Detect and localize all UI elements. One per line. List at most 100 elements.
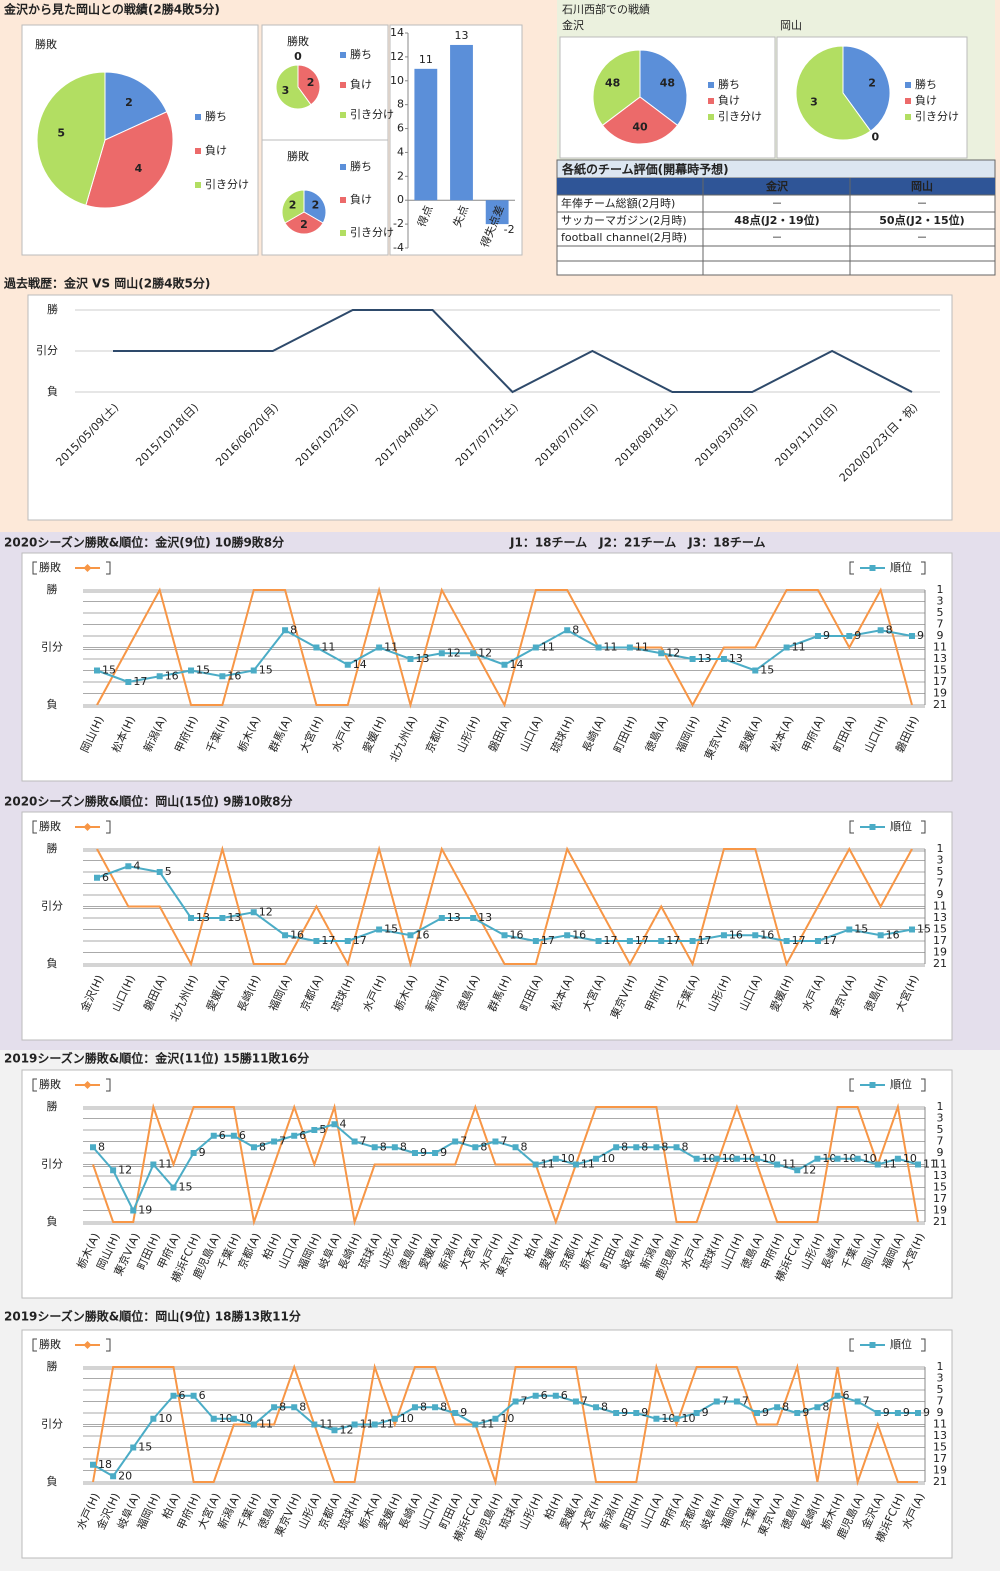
data-point <box>271 1404 278 1411</box>
data-point <box>613 1410 620 1416</box>
data-label: 9 <box>802 1406 809 1419</box>
data-label: 5 <box>319 1123 326 1136</box>
data-label: 6 <box>199 1389 206 1402</box>
data-label: 17 <box>133 675 147 688</box>
data-label: 15 <box>854 923 868 936</box>
y2-tick-label: 19 <box>933 1204 947 1217</box>
data-point <box>783 644 790 651</box>
data-point <box>501 932 508 939</box>
section-title: 金沢から見た岡山との戦績(2勝4敗5分) <box>3 2 220 17</box>
data-label: 12 <box>478 646 492 659</box>
data-label: 9 <box>460 1406 467 1419</box>
data-label: 15 <box>138 1441 152 1454</box>
y2-tick-label: 15 <box>933 1441 947 1454</box>
data-label: 6 <box>561 1389 568 1402</box>
data-label: 11 <box>923 1158 937 1171</box>
y2-tick-label: 19 <box>933 1464 947 1477</box>
slice-label: 0 <box>872 130 880 143</box>
y-tick-label: 勝 <box>47 582 58 596</box>
pie-slice <box>297 64 321 106</box>
slice-label: 0 <box>294 50 302 63</box>
y-tick-label: 勝 <box>47 302 58 316</box>
legend-label: 引き分け <box>350 225 394 239</box>
legend-label: 負け <box>350 78 372 91</box>
data-label: 7 <box>360 1135 367 1148</box>
y2-tick-label: 9 <box>937 1406 944 1419</box>
data-label: 8 <box>682 1140 689 1153</box>
slice-label: 48 <box>605 76 620 89</box>
data-point <box>110 1167 117 1174</box>
data-line <box>92 1103 919 1226</box>
data-point <box>733 1398 740 1405</box>
data-label: 8 <box>299 1400 306 1413</box>
data-point <box>572 1398 579 1405</box>
legend-bracket <box>32 561 37 575</box>
legend-bracket <box>849 561 854 575</box>
data-point <box>595 938 602 944</box>
pie-slice <box>592 49 641 127</box>
data-label: 17 <box>541 934 555 947</box>
data-label: 15 <box>178 1181 192 1194</box>
data-point <box>720 656 727 662</box>
data-label: 10 <box>903 1152 917 1165</box>
data-point <box>492 1415 499 1422</box>
slice-label: 40 <box>632 121 648 134</box>
bar <box>485 200 509 225</box>
data-point <box>250 1144 257 1151</box>
legend-bracket <box>32 1078 37 1092</box>
data-point <box>391 1415 398 1422</box>
data-label: 5 <box>165 865 172 878</box>
legend-label: 勝ち <box>205 109 227 123</box>
legend-label: 勝敗 <box>39 1077 61 1091</box>
y-tick-label: 負 <box>47 957 58 970</box>
data-label: 7 <box>581 1395 588 1408</box>
legend-bracket <box>921 1078 926 1092</box>
data-label: 4 <box>339 1117 346 1130</box>
data-point <box>658 650 665 657</box>
data-point <box>689 938 696 944</box>
data-point <box>894 1410 901 1416</box>
data-point <box>311 1127 318 1133</box>
y2-tick-label: 3 <box>937 854 944 867</box>
legend-label: 負け <box>718 94 740 107</box>
data-label: 13 <box>447 911 461 924</box>
y-tick-label: 勝 <box>47 1359 58 1373</box>
data-point <box>311 1421 318 1428</box>
bar <box>450 44 473 201</box>
data-label: 7 <box>521 1395 528 1408</box>
data-point <box>593 1404 600 1411</box>
table-header-bg <box>557 178 995 195</box>
data-point <box>313 938 320 944</box>
y2-tick-label: 21 <box>933 957 947 970</box>
table-cell: football channel(2月時) <box>561 231 687 244</box>
data-label: 14 <box>353 658 367 671</box>
legend-label: 勝ち <box>915 77 937 91</box>
table-header: 金沢 <box>765 179 789 193</box>
y2-tick-label: 9 <box>937 629 944 642</box>
y2-tick-label: 17 <box>933 934 947 947</box>
y-tick-label: 8 <box>397 98 404 111</box>
y2-tick-label: 3 <box>937 1112 944 1125</box>
data-point <box>331 1121 338 1128</box>
data-label: 12 <box>666 646 680 659</box>
data-label: 10 <box>601 1152 615 1165</box>
data-label: 11 <box>883 1158 897 1171</box>
data-label: 8 <box>480 1140 487 1153</box>
data-point <box>512 1144 519 1151</box>
annotation: J1：18チーム J2：21チーム J3：18チーム <box>509 536 765 550</box>
y2-tick-label: 11 <box>933 1158 947 1171</box>
y2-tick-label: 3 <box>937 595 944 608</box>
slice-label: 2 <box>868 77 876 90</box>
data-label: 20 <box>118 1469 132 1482</box>
table-cell: － <box>772 197 783 210</box>
legend-swatch <box>905 82 911 88</box>
legend-swatch <box>340 112 346 118</box>
y-tick-label: 引分 <box>36 343 58 357</box>
pie-slice <box>104 71 168 141</box>
slice-label: 2 <box>300 218 308 231</box>
legend-swatch <box>340 52 346 58</box>
y2-tick-label: 5 <box>937 1123 944 1136</box>
data-point <box>94 667 100 674</box>
slice-label: 3 <box>810 95 818 108</box>
legend-label: 引き分け <box>205 177 249 191</box>
